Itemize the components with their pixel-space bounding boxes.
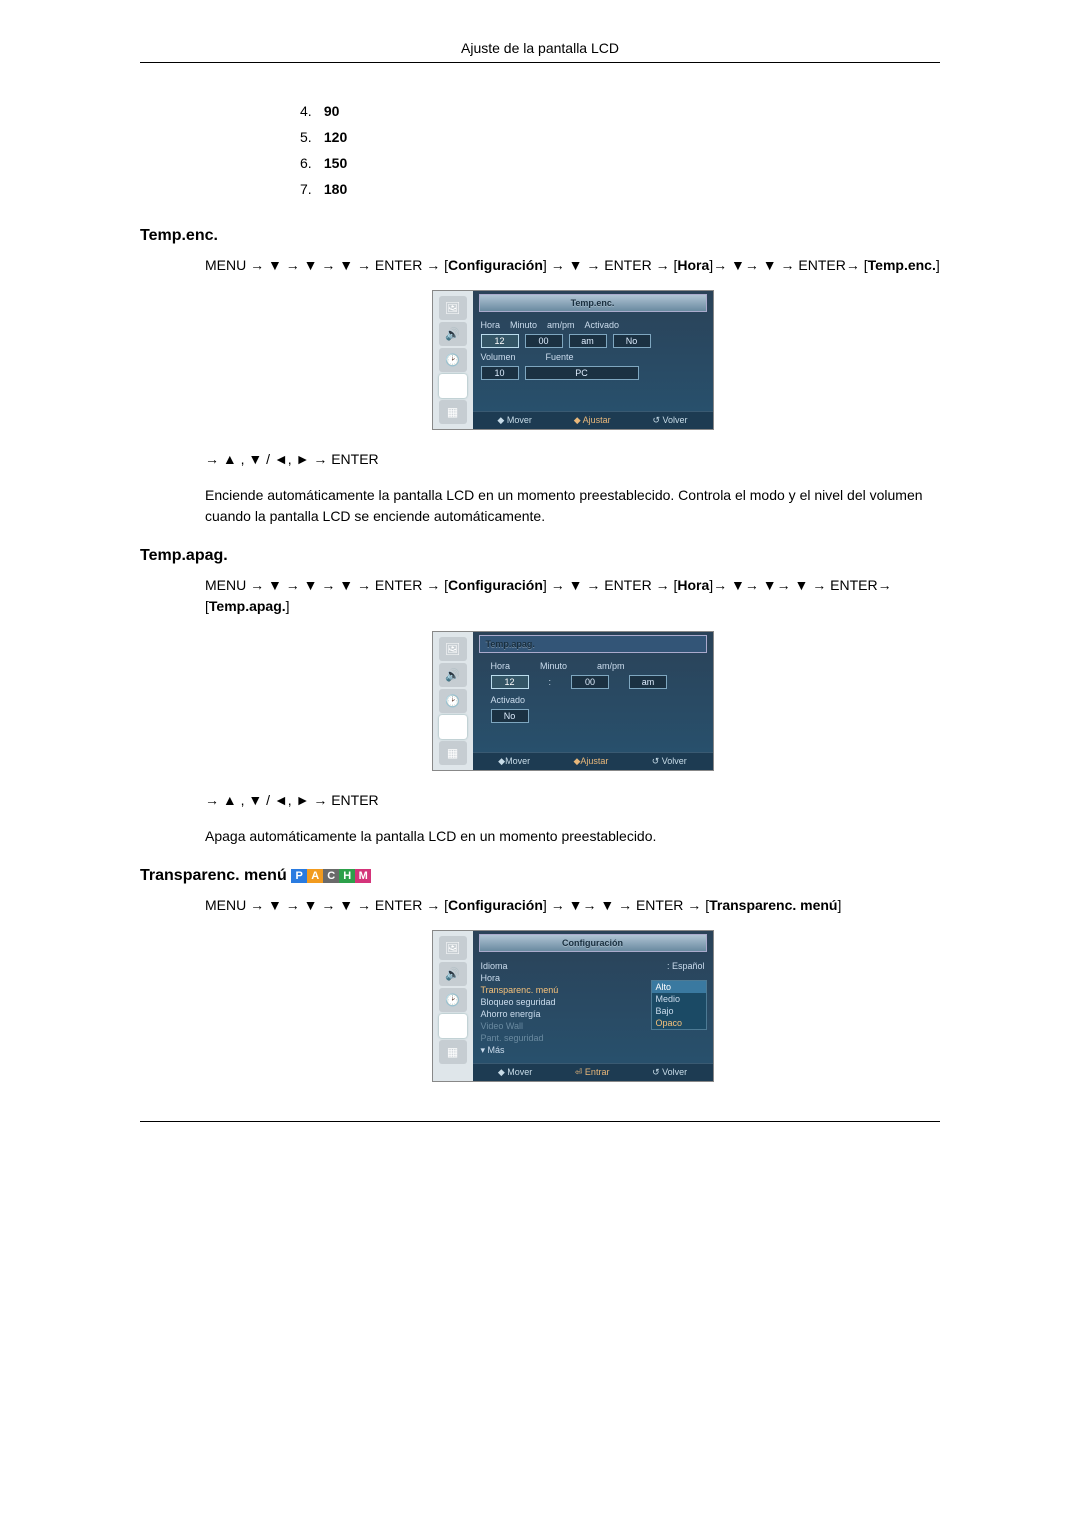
badge-p: P: [291, 869, 307, 883]
osd-icon-clock: 🕑: [439, 988, 467, 1012]
osd-icon-sound: 🔊: [439, 962, 467, 986]
list-item: 5. 120: [300, 129, 940, 145]
osd-label-fuente: Fuente: [546, 352, 574, 362]
nav-after-temp-enc: → ▲ , ▼ / ◄, ► → ENTER: [205, 449, 940, 470]
desc-temp-apag: Apaga automáticamente la pantalla LCD en…: [205, 826, 940, 847]
osd-icon-picture: 🖼: [439, 296, 467, 320]
osd-title: Configuración: [479, 934, 707, 952]
nav-path-transparenc: MENU → ▼ → ▼ → ▼ → ENTER → [Configuració…: [205, 895, 940, 916]
osd-title: Temp.apag.: [479, 635, 707, 653]
section-heading-temp-enc: Temp.enc.: [140, 227, 940, 245]
mode-badges: P A C H M: [291, 869, 371, 883]
badge-a: A: [307, 869, 323, 883]
osd-icon-multi: ▦: [439, 400, 467, 424]
nav-path-temp-enc: MENU → ▼ → ▼ → ▼ → ENTER → [Configuració…: [205, 255, 940, 276]
osd-icon-settings: ⚙: [439, 374, 467, 398]
osd-icon-sound: 🔊: [439, 322, 467, 346]
osd-foot-volver: ↺ Volver: [652, 415, 687, 426]
osd-menu-item[interactable]: Idioma: Español: [481, 960, 705, 972]
osd-value-minuto[interactable]: 00: [571, 675, 609, 689]
osd-value-hora[interactable]: 12: [481, 334, 519, 348]
list-item: 6. 150: [300, 155, 940, 171]
osd-foot-volver: ↺ Volver: [652, 756, 687, 767]
osd-icon-picture: 🖼: [439, 637, 467, 661]
osd-menu-item[interactable]: ▾ Más: [481, 1044, 705, 1057]
osd-col-hora: Hora: [491, 661, 511, 671]
osd-icon-clock: 🕑: [439, 348, 467, 372]
osd-icon-multi: ▦: [439, 1040, 467, 1064]
nav-path-temp-apag: MENU → ▼ → ▼ → ▼ → ENTER → [Configuració…: [205, 575, 940, 617]
osd-value-activado[interactable]: No: [491, 709, 529, 723]
heading-text: Transparenc. menú: [140, 867, 287, 884]
osd-col-activado: Activado: [585, 320, 620, 330]
osd-popup-option[interactable]: Alto: [652, 981, 706, 993]
osd-footer: ◆Mover ◆Ajustar ↺ Volver: [473, 752, 713, 770]
osd-title: Temp.enc.: [479, 294, 707, 312]
osd-label-volumen: Volumen: [481, 352, 516, 362]
osd-sidebar: 🖼 🔊 🕑 ⚙ ▦: [433, 291, 473, 429]
osd-col-ampm: am/pm: [547, 320, 575, 330]
osd-value-hora[interactable]: 12: [491, 675, 529, 689]
osd-sidebar: 🖼 🔊 🕑 ⚙ ▦: [433, 931, 473, 1081]
badge-c: C: [323, 869, 339, 883]
osd-col-hora: Hora: [481, 320, 501, 330]
section-heading-temp-apag: Temp.apag.: [140, 547, 940, 565]
osd-footer: ◆ Mover ⏎ Entrar ↺ Volver: [473, 1063, 713, 1081]
nav-after-temp-apag: → ▲ , ▼ / ◄, ► → ENTER: [205, 790, 940, 811]
osd-value-ampm[interactable]: am: [569, 334, 607, 348]
page-footer-rule: [140, 1121, 940, 1122]
osd-value-volumen[interactable]: 10: [481, 366, 519, 380]
osd-icon-sound: 🔊: [439, 663, 467, 687]
osd-foot-mover: ◆ Mover: [498, 1067, 532, 1078]
osd-screenshot-temp-enc: 🖼 🔊 🕑 ⚙ ▦ Temp.enc. Hora Minuto am/pm Ac…: [205, 291, 940, 429]
osd-foot-ajustar: ◆ Ajustar: [574, 415, 611, 426]
osd-col-minuto: Minuto: [540, 661, 567, 671]
osd-popup-option[interactable]: Bajo: [652, 1005, 706, 1017]
desc-temp-enc: Enciende automáticamente la pantalla LCD…: [205, 485, 940, 527]
list-item: 4. 90: [300, 103, 940, 119]
page-header: Ajuste de la pantalla LCD: [140, 40, 940, 63]
osd-foot-mover: ◆ Mover: [497, 415, 531, 426]
osd-sidebar: 🖼 🔊 🕑 ⚙ ▦: [433, 632, 473, 770]
osd-footer: ◆ Mover ◆ Ajustar ↺ Volver: [473, 411, 713, 429]
osd-foot-mover: ◆Mover: [498, 756, 530, 767]
osd-icon-multi: ▦: [439, 741, 467, 765]
osd-value-activado[interactable]: No: [613, 334, 651, 348]
osd-icon-settings: ⚙: [439, 715, 467, 739]
badge-h: H: [339, 869, 355, 883]
badge-m: M: [355, 869, 371, 883]
osd-screenshot-temp-apag: 🖼 🔊 🕑 ⚙ ▦ Temp.apag. Hora Minuto am/pm 1…: [205, 632, 940, 770]
osd-menu-item[interactable]: Pant. seguridad: [481, 1032, 705, 1044]
osd-col-ampm: am/pm: [597, 661, 625, 671]
list-item: 7. 180: [300, 181, 940, 197]
osd-foot-volver: ↺ Volver: [652, 1067, 687, 1078]
osd-icon-picture: 🖼: [439, 936, 467, 960]
osd-icon-settings: ⚙: [439, 1014, 467, 1038]
osd-value-minuto[interactable]: 00: [525, 334, 563, 348]
osd-value-fuente[interactable]: PC: [525, 366, 639, 380]
osd-popup: AltoMedioBajoOpaco: [651, 980, 707, 1030]
osd-screenshot-transparenc: 🖼 🔊 🕑 ⚙ ▦ Configuración Idioma: EspañolH…: [205, 931, 940, 1081]
section-heading-transparenc: Transparenc. menú P A C H M: [140, 867, 940, 885]
osd-col-minuto: Minuto: [510, 320, 537, 330]
osd-foot-entrar: ⏎ Entrar: [575, 1067, 610, 1078]
osd-icon-clock: 🕑: [439, 689, 467, 713]
numbered-list: 4. 90 5. 120 6. 150 7. 180: [300, 103, 940, 197]
osd-foot-ajustar: ◆Ajustar: [573, 756, 608, 767]
osd-value-ampm[interactable]: am: [629, 675, 667, 689]
osd-popup-option[interactable]: Medio: [652, 993, 706, 1005]
osd-label-activado: Activado: [491, 695, 526, 705]
osd-popup-option[interactable]: Opaco: [652, 1017, 706, 1029]
